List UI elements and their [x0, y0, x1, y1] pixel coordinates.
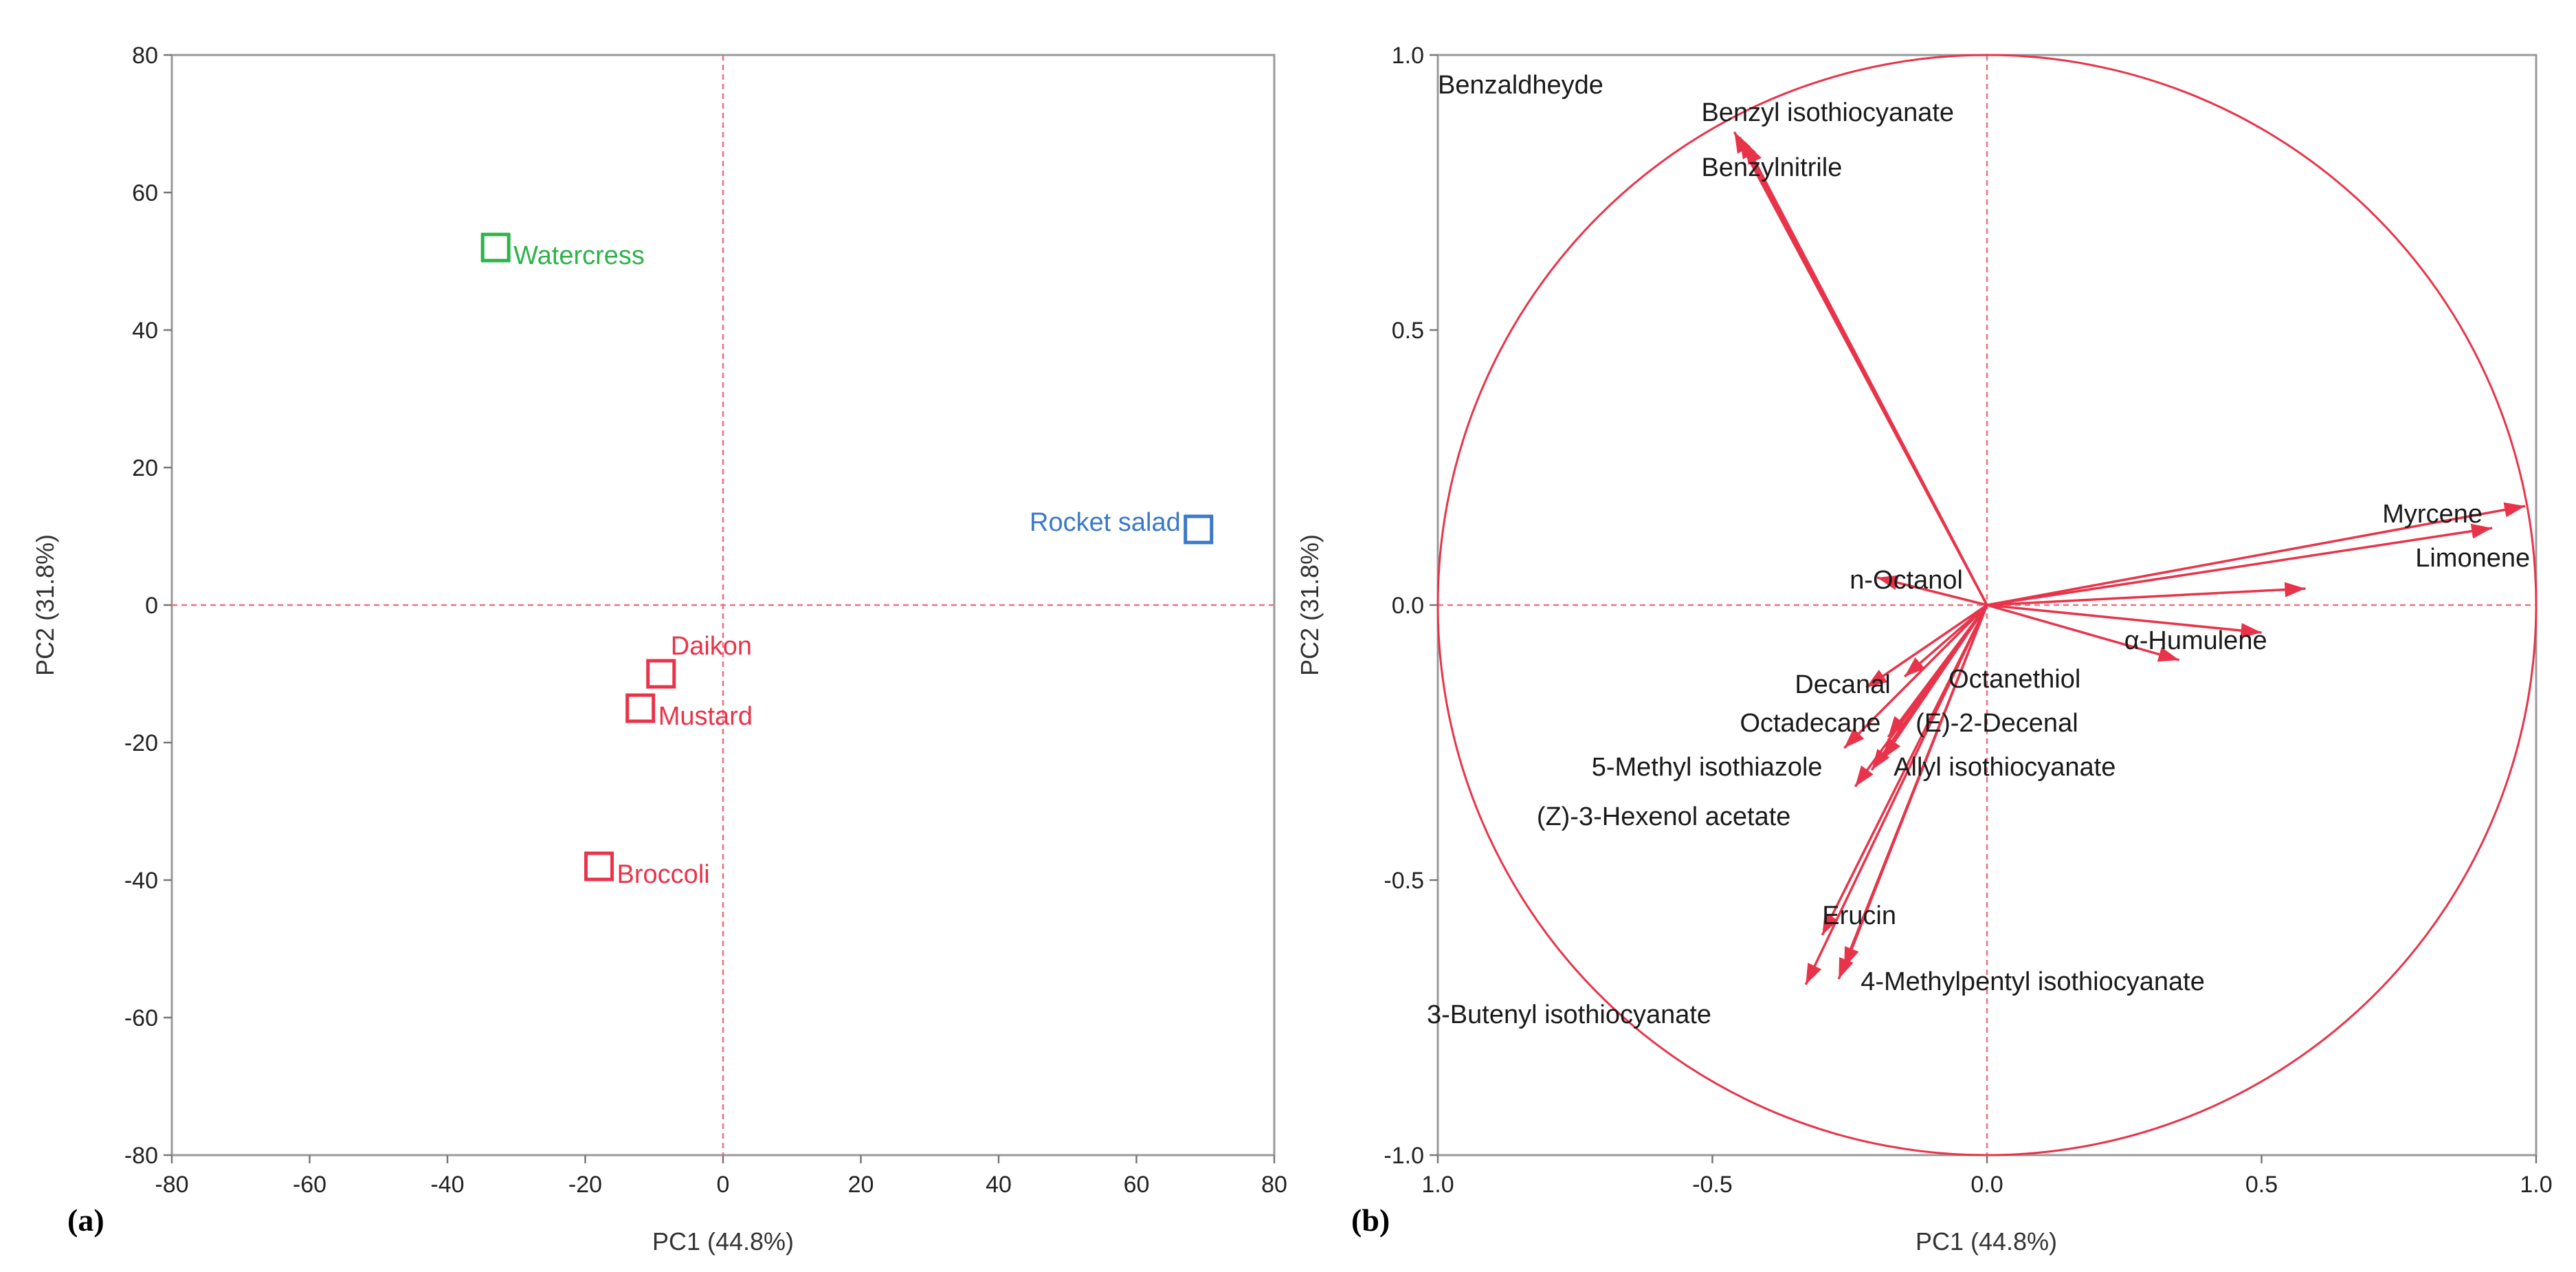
panel-b-xtick-label: 0.5 — [2245, 1172, 2278, 1198]
panel-b-xlabel: PC1 (44.8%) — [1916, 1227, 2057, 1255]
loading-arrowhead-unlabeled-5 — [2284, 582, 2306, 597]
loading-vector-decanal — [1865, 604, 1988, 689]
vector-label: Benzylnitrile — [1702, 153, 1843, 182]
panel-a-ytick-label: -20 — [124, 730, 158, 756]
loading-vector-unlabeled-7 — [1986, 604, 2180, 661]
loading-arrowhead-z-3-hexenol-acetate — [1855, 765, 1874, 787]
panel-a-ytick-label: -80 — [124, 1143, 158, 1169]
panel-a-ytick-label: -40 — [124, 868, 158, 894]
panel-a-xtick-label: 20 — [848, 1172, 874, 1198]
loading-arrowhead-decanal — [1866, 670, 1888, 688]
vector-label: Benzyl isothiocyanate — [1702, 98, 1955, 127]
point-label: Broccoli — [617, 860, 710, 889]
loading-arrowhead-unlabeled-7 — [2157, 647, 2179, 662]
panel-a-xtick-label: 40 — [986, 1172, 1012, 1198]
panel-b-ticks: 1.0 -0.5 0.0 0.5 1.0 1.0 0.5 0.0 -0.5 -1.0 — [1384, 43, 2552, 1198]
point-watercress — [480, 232, 511, 263]
panel-a-ytick-label: 0 — [145, 593, 158, 619]
loading-arrowhead-benzylnitrile — [1745, 143, 1762, 165]
point-label: Rocket salad — [1030, 508, 1181, 537]
panel-a-reference-lines — [172, 55, 1274, 1155]
panel-a-xlabel: PC1 (44.8%) — [652, 1227, 794, 1255]
panel-b-xtick-label: -0.5 — [1692, 1172, 1733, 1198]
point-daikon — [646, 659, 676, 689]
panel-a-xtick-label: 0 — [717, 1172, 730, 1198]
panel-a-xtick-label: -40 — [430, 1172, 464, 1198]
vector-label: Decanal — [1795, 670, 1890, 699]
point-mustard — [625, 693, 656, 723]
loading-vector-humulene — [1986, 604, 2262, 634]
panel-a-xtick-label: -20 — [568, 1172, 602, 1198]
loading-vector-myrcene — [1986, 505, 2526, 606]
panel-b-ylabel: PC2 (31.8%) — [1296, 534, 1324, 676]
panel-a-xtick-label: -60 — [293, 1172, 326, 1198]
panel-b-xtick-label: 1.0 — [2520, 1172, 2552, 1198]
vector-label: α-Humulene — [2124, 626, 2267, 655]
loading-vector-benzylnitrile — [1744, 142, 1988, 606]
panel-a-ticks: -80 -60 -40 -20 0 20 40 60 80 80 60 40 20 0 -20 -40 -60 -… — [124, 43, 1287, 1198]
panel-a-ytick-label: 80 — [132, 43, 158, 69]
panel-b-vector-labels: Benzaldheyde Benzyl isothiocyanate Benzyln… — [1427, 71, 2530, 1029]
loading-vector-limonene — [1986, 527, 2493, 606]
loading-arrowhead-limonene — [2470, 523, 2493, 539]
loading-arrowhead-octanethiol — [1905, 657, 1926, 677]
vector-label: Benzaldheyde — [1438, 71, 1603, 100]
vector-label: Allyl isothiocyanate — [1894, 753, 2116, 782]
vector-label: Octadecane — [1740, 709, 1880, 738]
loading-vector-3-butenyl-isothiocyanate — [1804, 604, 1988, 985]
panel-a-label: (a) — [67, 1203, 104, 1238]
panel-b-ytick-label: 0.0 — [1392, 593, 1424, 619]
vector-label: n-Octanol — [1850, 566, 1963, 595]
panel-b-loading-plot: 1.0 -0.5 0.0 0.5 1.0 1.0 0.5 0.0 -0.5 -1.0 Benzal… — [1296, 43, 2553, 1255]
panel-a-ytick-label: 20 — [132, 455, 158, 481]
loading-vector-z-3-hexenol-acetate — [1854, 604, 1988, 788]
panel-b-ytick-label: -0.5 — [1384, 868, 1424, 894]
loading-arrowhead-humulene — [2240, 623, 2262, 638]
vector-label: 4-Methylpentyl isothiocyanate — [1861, 967, 2205, 996]
loading-arrowhead-5-methyl-isothiazole — [1872, 749, 1890, 770]
loading-vector-unlabeled-5 — [1986, 587, 2306, 606]
panel-a-xtick-label: 80 — [1261, 1172, 1287, 1198]
panel-a-points: Watercress Rocket salad Daikon Mustard Brocc… — [480, 232, 1214, 889]
vector-label: Octanethiol — [1948, 665, 2080, 694]
loading-arrowhead-myrcene — [2503, 502, 2526, 518]
panel-b-xtick-label: 1.0 — [1421, 1172, 1454, 1198]
point-label: Mustard — [658, 702, 753, 731]
loading-arrowhead-3-butenyl-isothiocyanate — [1806, 963, 1822, 985]
vector-label: 5-Methyl isothiazole — [1592, 753, 1823, 782]
panel-a-xtick-label: 60 — [1124, 1172, 1150, 1198]
panel-a-ytick-label: 40 — [132, 318, 158, 344]
panel-b-ytick-label: 1.0 — [1392, 43, 1424, 69]
loading-arrowhead-octadecane — [1844, 728, 1865, 748]
point-rocket-salad — [1184, 514, 1214, 545]
loading-arrowhead-erucin — [1822, 913, 1839, 935]
point-label: Watercress — [513, 241, 645, 270]
vector-label: (E)-2-Decenal — [1916, 709, 2078, 738]
panel-a-ytick-label: 60 — [132, 180, 158, 206]
loading-vector-unlabeled-18 — [1837, 604, 1988, 980]
panel-b-label: (b) — [1351, 1203, 1390, 1238]
loading-arrowhead-n-octanol — [1877, 575, 1899, 590]
panel-b-ytick-label: -1.0 — [1384, 1143, 1424, 1169]
panel-a-xtick-label: -80 — [155, 1172, 188, 1198]
vector-label: 3-Butenyl isothiocyanate — [1427, 1000, 1711, 1029]
panel-a-ylabel: PC2 (31.8%) — [31, 534, 59, 676]
panel-b-ytick-label: 0.5 — [1392, 318, 1424, 344]
panel-a-scatter: -80 -60 -40 -20 0 20 40 60 80 80 60 40 20 0 -20 -40 -60 -… — [31, 43, 1287, 1255]
loading-arrowhead-unlabeled-18 — [1839, 957, 1854, 979]
vector-label: (Z)-3-Hexenol acetate — [1537, 802, 1791, 831]
vector-label: Limonene — [2415, 544, 2530, 573]
vector-label: Myrcene — [2382, 500, 2483, 529]
loading-vector-octadecane — [1843, 604, 1988, 749]
point-broccoli — [584, 851, 614, 881]
panel-b-vectors — [1733, 131, 2526, 985]
panel-b-xtick-label: 0.0 — [1970, 1172, 2003, 1198]
vector-label: Erucin — [1822, 901, 1896, 930]
point-label: Daikon — [671, 632, 752, 661]
panel-a-ytick-label: -60 — [124, 1005, 158, 1031]
